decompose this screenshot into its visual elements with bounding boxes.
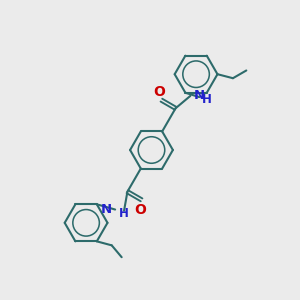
Text: H: H <box>119 207 129 220</box>
Text: N: N <box>194 89 205 102</box>
Text: O: O <box>134 203 146 218</box>
Text: N: N <box>100 203 112 216</box>
Text: O: O <box>153 85 165 99</box>
Text: H: H <box>202 93 212 106</box>
